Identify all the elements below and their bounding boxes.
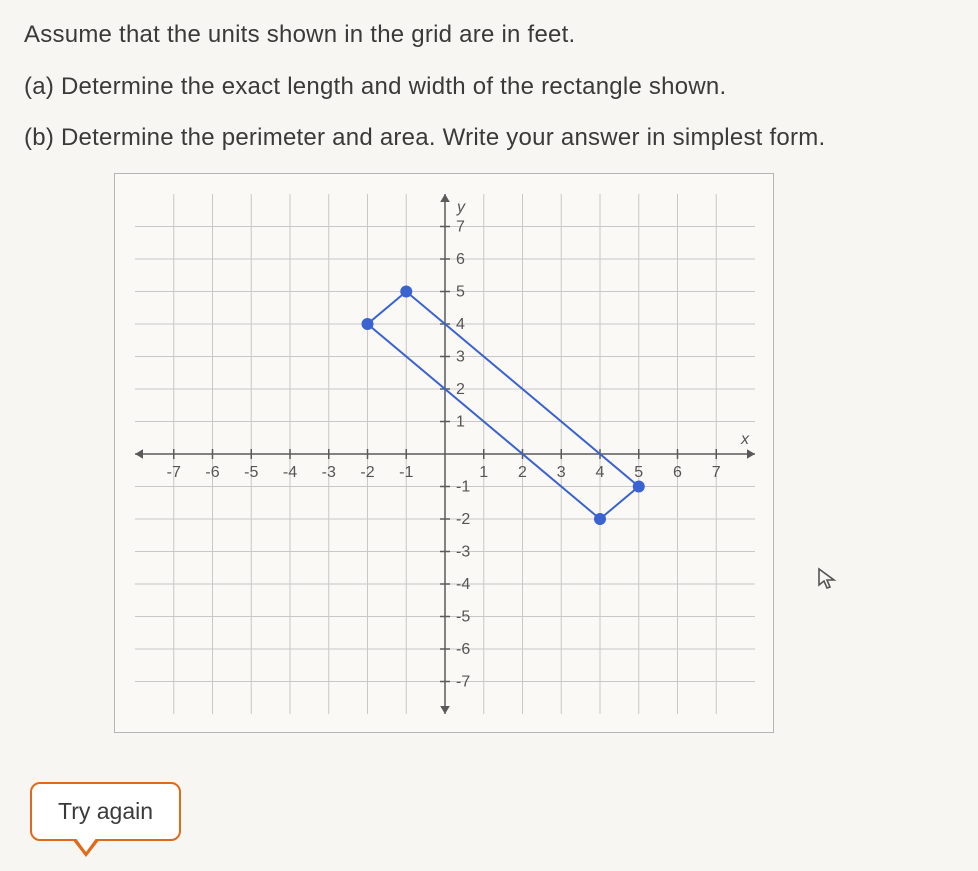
coordinate-grid: -7 -6 -5 -4 -3 -2 -1 1 2 3 4 5 6 7 -7 -6 -5 -4 -3 -2 -1 1 2 3 4 5… xyxy=(114,173,774,733)
problem-intro: Assume that the units shown in the grid … xyxy=(24,18,954,52)
svg-text:-3: -3 xyxy=(456,543,470,560)
feedback-bubble[interactable]: Try again xyxy=(30,782,181,841)
svg-text:-3: -3 xyxy=(322,464,336,481)
svg-text:-2: -2 xyxy=(456,511,470,528)
svg-text:7: 7 xyxy=(712,464,721,481)
svg-text:-1: -1 xyxy=(399,464,413,481)
svg-text:3: 3 xyxy=(557,464,566,481)
svg-text:-5: -5 xyxy=(244,464,258,481)
svg-text:6: 6 xyxy=(673,464,682,481)
svg-text:4: 4 xyxy=(456,316,465,333)
svg-text:-2: -2 xyxy=(360,464,374,481)
svg-text:x: x xyxy=(740,431,750,448)
svg-text:-4: -4 xyxy=(456,576,470,593)
svg-text:-7: -7 xyxy=(167,464,181,481)
svg-text:6: 6 xyxy=(456,251,465,268)
svg-text:2: 2 xyxy=(456,381,465,398)
svg-text:5: 5 xyxy=(456,283,465,300)
svg-text:-4: -4 xyxy=(283,464,297,481)
grid-svg: -7 -6 -5 -4 -3 -2 -1 1 2 3 4 5 6 7 -7 -6 -5 -4 -3 -2 -1 1 2 3 4 5… xyxy=(115,174,775,734)
svg-text:-7: -7 xyxy=(456,673,470,690)
feedback-text: Try again xyxy=(58,798,153,824)
svg-text:1: 1 xyxy=(456,413,465,430)
cursor-icon xyxy=(816,567,838,596)
svg-text:-6: -6 xyxy=(456,641,470,658)
bubble-tail-icon xyxy=(72,839,100,857)
svg-text:4: 4 xyxy=(596,464,605,481)
problem-part-a: (a) Determine the exact length and width… xyxy=(24,70,954,104)
svg-text:-5: -5 xyxy=(456,608,470,625)
svg-text:-6: -6 xyxy=(205,464,219,481)
svg-text:1: 1 xyxy=(479,464,488,481)
svg-text:y: y xyxy=(456,199,466,216)
svg-text:3: 3 xyxy=(456,348,465,365)
svg-text:5: 5 xyxy=(634,464,643,481)
svg-text:7: 7 xyxy=(456,218,465,235)
problem-part-b: (b) Determine the perimeter and area. Wr… xyxy=(24,121,954,155)
svg-text:-1: -1 xyxy=(456,478,470,495)
svg-text:2: 2 xyxy=(518,464,527,481)
